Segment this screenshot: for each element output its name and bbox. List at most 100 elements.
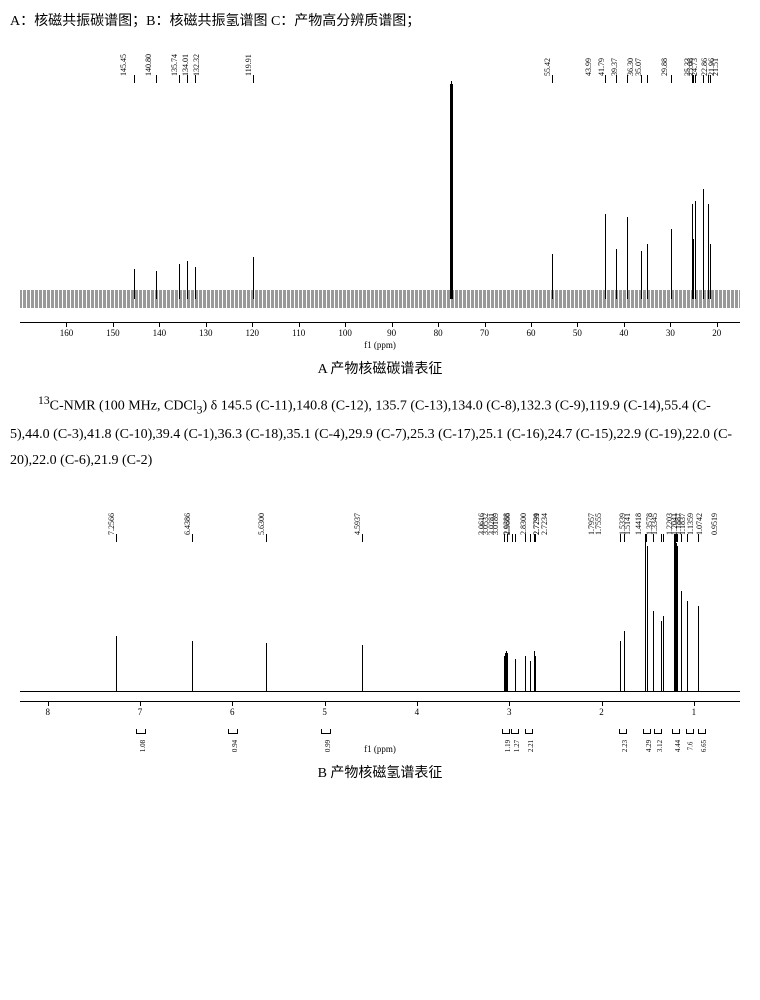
peak-label: 119.91 xyxy=(244,54,253,76)
tick xyxy=(602,702,603,706)
tick xyxy=(670,323,671,327)
tick xyxy=(159,323,160,327)
spectrum-b-peak xyxy=(624,631,625,691)
spectrum-a-peak-labels: 145.45140.80135.74134.01132.32119.9155.4… xyxy=(20,38,740,78)
peak-label: 24.73 xyxy=(690,58,699,76)
tick-label: 70 xyxy=(480,328,489,338)
spectrum-a-peak xyxy=(703,189,704,299)
peak-label: 5.6300 xyxy=(257,513,266,535)
spectrum-a-peak xyxy=(552,254,553,299)
tick xyxy=(577,323,578,327)
spectrum-a-peak xyxy=(452,84,453,299)
integral-bracket xyxy=(643,729,651,734)
spectrum-b-peak xyxy=(687,601,688,691)
peak-label: 1.0742 xyxy=(695,513,704,535)
spectrum-b-peak xyxy=(620,641,621,691)
tick xyxy=(66,323,67,327)
spectrum-b-peak xyxy=(535,656,536,691)
peak-label: 1.1359 xyxy=(686,513,695,535)
tick-label: 4 xyxy=(415,707,420,717)
integral-bracket xyxy=(321,729,331,734)
integral-bracket xyxy=(654,729,662,734)
spectrum-b-peak xyxy=(663,616,664,691)
spectrum-b-peak xyxy=(515,659,516,691)
tick xyxy=(531,323,532,327)
tick xyxy=(140,702,141,706)
spectrum-b-peak xyxy=(645,541,646,691)
integral-label: 6.65 xyxy=(700,740,708,752)
spectrum-a-ticks: 1601501401301201101009080706050403020 xyxy=(20,323,740,338)
tick xyxy=(345,323,346,327)
tick xyxy=(417,702,418,706)
spectrum-a-peak xyxy=(710,244,711,299)
header-text: A：核磁共振碳谱图；B：核磁共振氢谱图 C：产物高分辨质谱图； xyxy=(10,10,750,30)
tick-label: 3 xyxy=(507,707,512,717)
spectrum-b-peak xyxy=(505,653,506,691)
spectrum-a-peak xyxy=(647,244,648,299)
spectrum-b-peak xyxy=(698,606,699,691)
peak-label: 7.2566 xyxy=(107,513,116,535)
spectrum-a-peak xyxy=(605,214,606,299)
tick-label: 60 xyxy=(526,328,535,338)
tick xyxy=(624,323,625,327)
tick-label: 100 xyxy=(338,328,352,338)
spectrum-a-axis-label: f1 (ppm) xyxy=(20,340,740,350)
peak-label: 134.01 xyxy=(181,54,190,76)
integral-label: 1.19 xyxy=(504,740,512,752)
spectrum-b-peak xyxy=(653,611,654,691)
tick xyxy=(232,702,233,706)
integral-label: 2.23 xyxy=(621,740,629,752)
peak-label: 41.79 xyxy=(597,58,606,76)
tick-label: 8 xyxy=(45,707,50,717)
spectrum-b-peak xyxy=(677,546,678,691)
peak-label: 1.4418 xyxy=(634,513,643,535)
tick xyxy=(509,702,510,706)
peak-label: 21.51 xyxy=(711,58,720,76)
integral-bracket xyxy=(502,729,510,734)
spectrum-b-baseline xyxy=(20,691,740,692)
integral-bracket xyxy=(672,729,680,734)
spectrum-a-peak xyxy=(627,217,628,299)
peak-label: 1.7555 xyxy=(594,513,603,535)
integral-label: 3.12 xyxy=(656,740,664,752)
tick xyxy=(113,323,114,327)
spectrum-a-peak xyxy=(695,201,696,299)
peak-label: 2.8300 xyxy=(519,513,528,535)
spectrum-b-plot: 87654321 xyxy=(20,537,740,717)
spectrum-b-peak xyxy=(681,591,682,691)
spectrum-b-peak xyxy=(674,536,675,691)
spectrum-b-peak xyxy=(362,645,363,691)
peak-label: 1.3345 xyxy=(650,513,659,535)
spectrum-b-axis-label: f1 (ppm) xyxy=(20,744,740,754)
tick xyxy=(299,323,300,327)
tick-label: 1 xyxy=(692,707,697,717)
spectrum-a-peak xyxy=(187,261,188,299)
tick-label: 2 xyxy=(599,707,604,717)
tick-label: 20 xyxy=(712,328,721,338)
tick-label: 30 xyxy=(666,328,675,338)
tick xyxy=(206,323,207,327)
spectrum-b-peak xyxy=(266,643,267,691)
tick xyxy=(438,323,439,327)
tick xyxy=(325,702,326,706)
spectrum-a-peak xyxy=(708,204,709,299)
peak-label: 145.45 xyxy=(119,54,128,76)
integral-label: 1.27 xyxy=(513,740,521,752)
integral-label: 1.08 xyxy=(139,740,147,752)
spectrum-b-peak-labels: 7.25666.43865.63004.59373.06163.05323.02… xyxy=(20,487,740,537)
spectrum-a-peak xyxy=(616,249,617,299)
tick xyxy=(252,323,253,327)
spectrum-a-peak xyxy=(179,264,180,299)
tick xyxy=(48,702,49,706)
tick-label: 50 xyxy=(573,328,582,338)
peak-label: 35.07 xyxy=(634,58,643,76)
peak-label: 1.5141 xyxy=(623,513,632,535)
tick-label: 160 xyxy=(60,328,74,338)
spectrum-b-peak xyxy=(116,636,117,691)
peak-label: 43.99 xyxy=(584,58,593,76)
integral-bracket xyxy=(686,729,694,734)
peak-label: 135.74 xyxy=(170,54,179,76)
tick-label: 80 xyxy=(434,328,443,338)
spectrum-a-peak xyxy=(156,271,157,299)
integral-bracket xyxy=(228,729,238,734)
